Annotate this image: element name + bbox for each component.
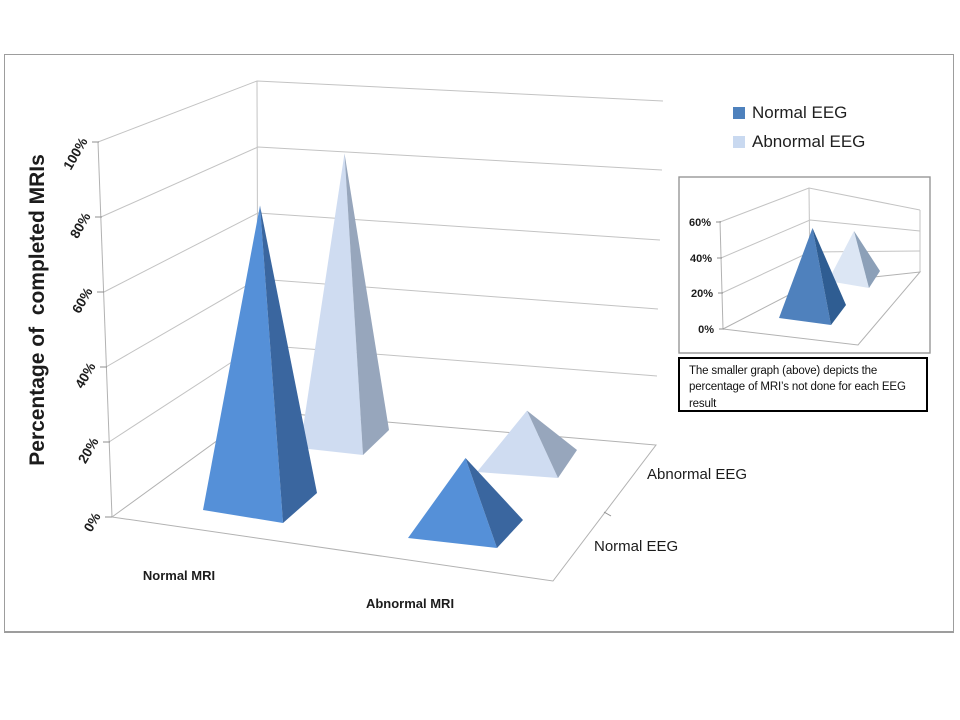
legend: Normal EEG Abnormal EEG [733,103,866,162]
pyramid-face [779,228,831,325]
inset-pyramid-abnormal-eeg [828,231,880,288]
depth-label-abnormal-eeg: Abnormal EEG [647,466,747,483]
caption-line-3: result [689,397,717,410]
ytick-60: 60% [69,285,96,316]
depth-axis-tick [603,511,612,517]
pyramid-side [854,231,880,288]
category-label-normal-mri: Normal MRI [143,568,215,583]
inset-caption-box: The smaller graph (above) depicts the pe… [678,357,928,412]
pyramid-face [203,205,283,523]
legend-label: Abnormal EEG [752,132,866,151]
y-axis-title: Percentage of completed MRIs [26,154,49,466]
pyramid-normal-mri-abnormal-eeg [300,153,389,455]
pyramid-face [477,410,558,478]
depth-label-normal-eeg: Normal EEG [594,538,678,555]
gridline-100 [97,80,664,143]
inset-y-tick-labels: 0% 20% 40% 60% [689,217,714,336]
gridline-60 [103,212,661,293]
pyramid-side [260,205,317,523]
ytick-80: 80% [67,210,94,241]
legend-item-normal-eeg: Normal EEG [733,103,865,122]
inset-ytick-20: 20% [691,288,713,300]
pyramid-side [812,228,846,325]
pyramid-face [300,153,363,455]
inset-pyramid-normal-eeg [779,228,846,325]
y-tick-labels: 0% 20% 40% 60% 80% 100% [60,135,103,534]
legend-swatch-icon [733,136,745,148]
pyramid-abnormal-mri-normal-eeg [408,458,523,548]
legend-label: Normal EEG [752,103,848,122]
category-label-abnormal-mri: Abnormal MRI [366,596,454,611]
inset-chart: 0% 20% 40% 60% [678,176,931,354]
legend-item-abnormal-eeg: Abnormal EEG [733,132,866,151]
main-chart: 0% 20% 40% 60% 80% 100% Percentage of co… [26,80,747,611]
pyramid-abnormal-mri-abnormal-eeg [477,410,577,478]
pyramid-face [828,231,869,288]
inset-y-axis [716,220,724,330]
pyramid-normal-mri-normal-eeg [203,205,317,523]
gridline-40 [105,278,659,368]
floor-outline [110,410,657,582]
inset-ytick-40: 40% [690,253,712,265]
pyramid-side [527,410,577,478]
legend-swatch-icon [733,107,745,119]
inset-ytick-0: 0% [698,324,714,336]
gridline-80 [100,146,663,218]
pyramid-face [408,458,497,548]
ytick-100: 100% [60,135,90,172]
ytick-20: 20% [75,435,102,466]
ytick-40: 40% [72,360,99,391]
pyramid-side [465,458,523,548]
caption-line-1: The smaller graph (above) depicts the [689,365,878,377]
caption-line-2: percentage of MRI’s not done for each EE… [689,381,906,394]
ytick-0: 0% [81,510,104,534]
inset-ytick-60: 60% [689,217,711,229]
inset-floor [721,271,922,346]
pyramid-side [344,153,389,455]
y-axis [92,141,113,518]
